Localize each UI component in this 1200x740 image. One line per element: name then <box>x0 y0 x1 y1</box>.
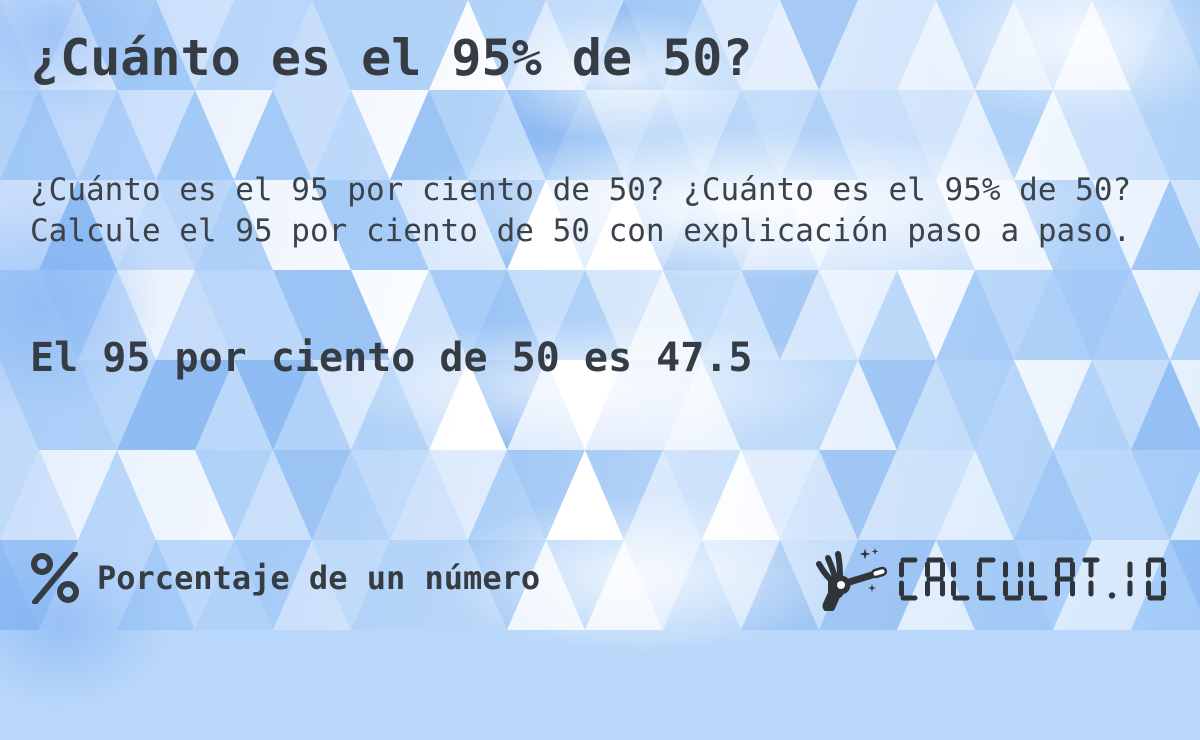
brand-logo <box>810 545 1172 613</box>
percent-icon <box>31 552 79 604</box>
magic-wand-hand-icon <box>816 548 888 611</box>
page-title: ¿Cuánto es el 95% de 50? <box>30 29 753 87</box>
answer-heading: El 95 por ciento de 50 es 47.5 <box>30 335 753 381</box>
brand-logo-text <box>899 557 1166 601</box>
background-mosaic <box>0 0 1200 630</box>
category-label: Porcentaje de un número <box>97 559 541 597</box>
page-description: ¿Cuánto es el 95 por ciento de 50? ¿Cuán… <box>30 172 1132 249</box>
category-badge: Porcentaje de un número <box>30 548 540 608</box>
sparkle-stars <box>859 548 879 592</box>
